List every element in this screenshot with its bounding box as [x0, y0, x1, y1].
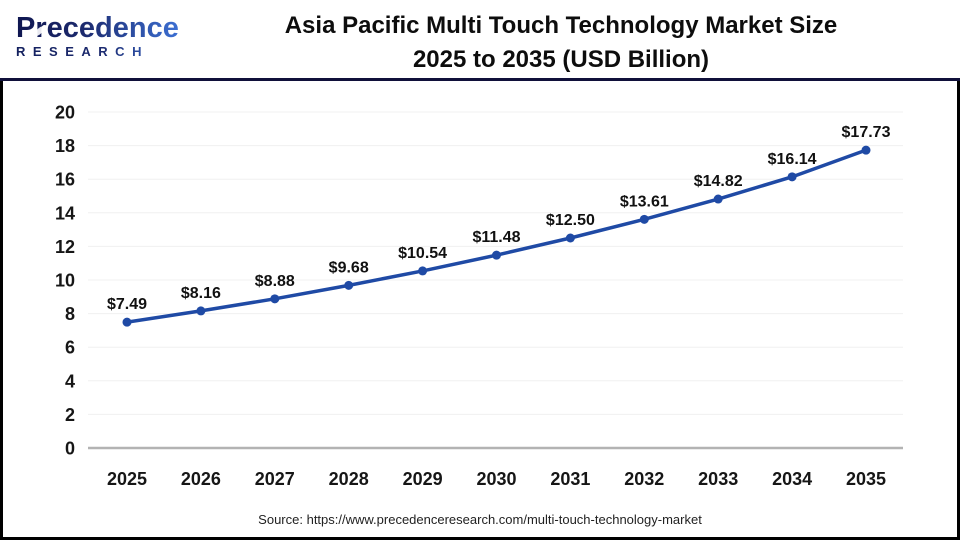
x-tick-label: 2035 [846, 469, 886, 489]
data-point [861, 145, 871, 155]
y-tick-label: 10 [55, 271, 75, 291]
chart-svg: 0 2 4 6 8 10 12 14 16 18 20 2025 2026 2027 2028 2029 203… [55, 103, 903, 489]
x-tick-label: 2030 [476, 469, 516, 489]
chart-title-line1: Asia Pacific Multi Touch Technology Mark… [284, 12, 838, 39]
y-tick-label: 4 [65, 371, 75, 391]
header: Precedence RESEARCH Asia Pacific Multi T… [0, 0, 960, 78]
data-point [344, 280, 354, 290]
data-label: $13.61 [620, 193, 669, 210]
data-point [122, 317, 132, 327]
data-point [418, 266, 428, 276]
y-tick-label: 6 [65, 338, 75, 358]
y-tick-label: 16 [55, 170, 75, 190]
brand-logo: Precedence RESEARCH [16, 13, 186, 59]
y-tick-label: 14 [55, 203, 75, 223]
x-tick-label: 2029 [403, 469, 443, 489]
header-divider [0, 78, 960, 81]
y-tick-label: 2 [65, 405, 75, 425]
data-label: $8.88 [255, 273, 295, 290]
data-label: $17.73 [842, 124, 891, 141]
x-tick-label: 2026 [181, 469, 221, 489]
data-label: $8.16 [181, 285, 221, 302]
data-label: $9.68 [329, 259, 369, 276]
x-tick-label: 2033 [698, 469, 738, 489]
chart-title-line2: 2025 to 2035 (USD Billion) [412, 46, 710, 73]
data-label: $10.54 [398, 245, 447, 262]
leaf-icon [35, 25, 44, 37]
y-tick-label: 18 [55, 136, 75, 156]
x-tick-label: 2025 [107, 469, 147, 489]
data-point [787, 172, 797, 182]
x-tick-label: 2031 [550, 469, 590, 489]
x-tick-label: 2027 [255, 469, 295, 489]
data-point [713, 194, 723, 204]
data-label: $11.48 [472, 229, 520, 246]
y-tick-label: 8 [65, 304, 75, 324]
data-label: $7.49 [107, 296, 147, 313]
data-point [565, 233, 575, 243]
data-label: $16.14 [768, 151, 817, 168]
x-tick-label: 2032 [624, 469, 664, 489]
data-point [270, 294, 280, 304]
y-tick-label: 20 [55, 103, 75, 123]
x-tick-label: 2034 [772, 469, 812, 489]
x-tick-label: 2028 [329, 469, 369, 489]
data-label: $14.82 [694, 173, 743, 190]
data-label: $12.50 [546, 212, 595, 229]
data-point [492, 250, 501, 260]
data-point [196, 306, 206, 316]
y-tick-label: 0 [65, 439, 75, 459]
y-tick-label: 12 [55, 237, 75, 257]
brand-subtitle: RESEARCH [16, 44, 186, 59]
data-point [639, 214, 649, 224]
chart-title: Asia Pacific Multi Touch Technology Mark… [170, 9, 952, 77]
source-text: Source: https://www.precedenceresearch.c… [258, 512, 702, 527]
